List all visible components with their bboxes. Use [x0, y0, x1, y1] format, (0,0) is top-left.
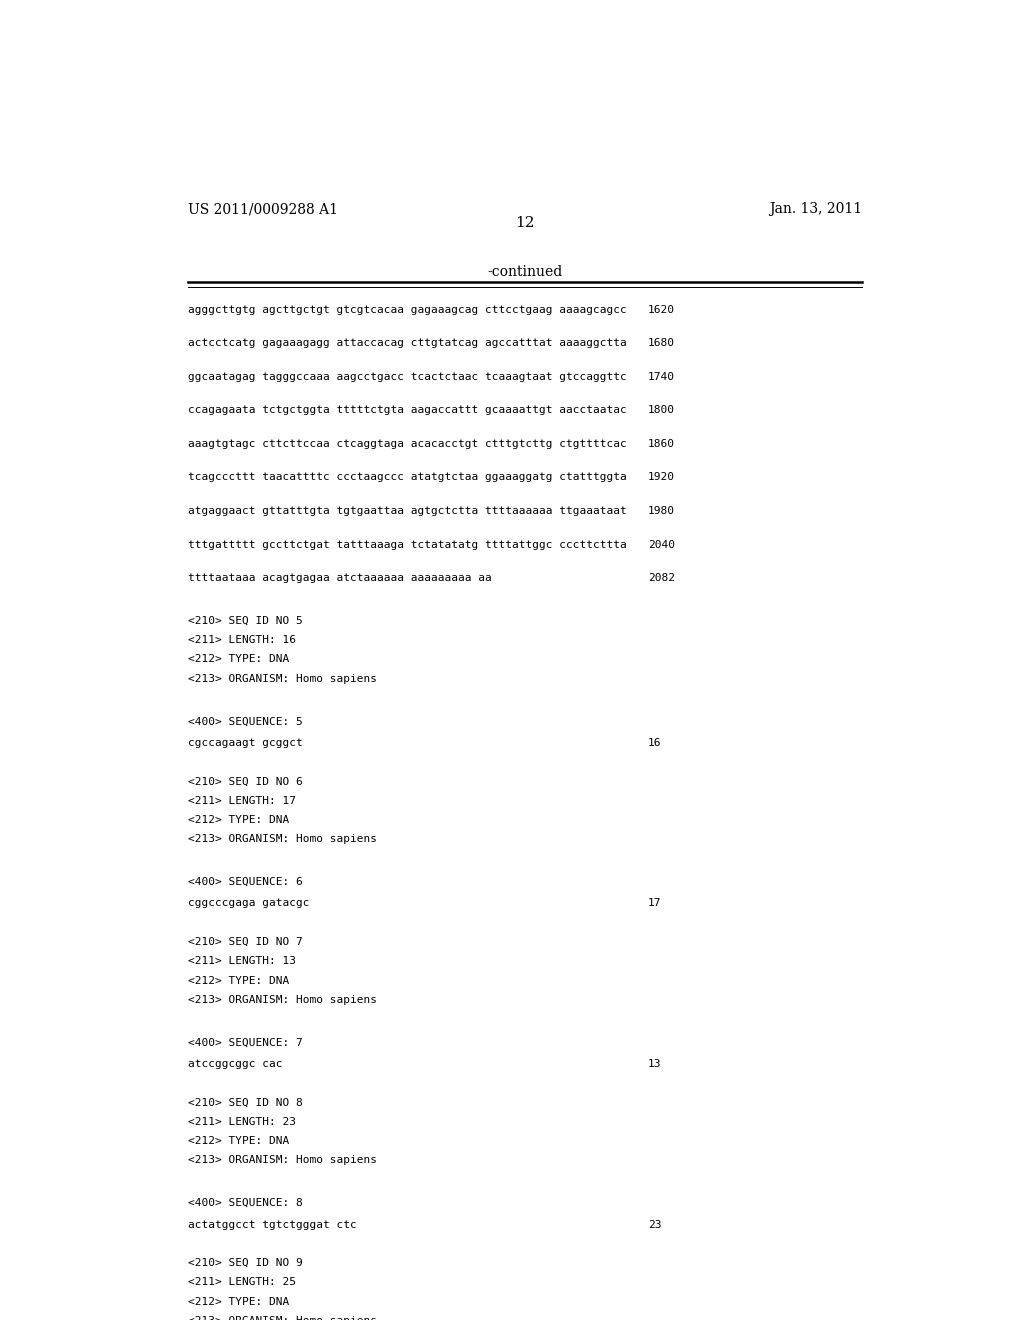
Text: <211> LENGTH: 13: <211> LENGTH: 13 [187, 956, 296, 966]
Text: actatggcct tgtctgggat ctc: actatggcct tgtctgggat ctc [187, 1220, 356, 1229]
Text: actcctcatg gagaaagagg attaccacag cttgtatcag agccatttat aaaaggctta: actcctcatg gagaaagagg attaccacag cttgtat… [187, 338, 627, 348]
Text: <211> LENGTH: 23: <211> LENGTH: 23 [187, 1117, 296, 1127]
Text: 2082: 2082 [648, 573, 675, 583]
Text: <210> SEQ ID NO 9: <210> SEQ ID NO 9 [187, 1258, 302, 1269]
Text: 1620: 1620 [648, 305, 675, 314]
Text: cggcccgaga gatacgc: cggcccgaga gatacgc [187, 899, 309, 908]
Text: <210> SEQ ID NO 7: <210> SEQ ID NO 7 [187, 937, 302, 946]
Text: tcagcccttt taacattttc ccctaagccc atatgtctaa ggaaaggatg ctatttggta: tcagcccttt taacattttc ccctaagccc atatgtc… [187, 473, 627, 483]
Text: ccagagaata tctgctggta tttttctgta aagaccattt gcaaaattgt aacctaatac: ccagagaata tctgctggta tttttctgta aagacca… [187, 405, 627, 416]
Text: 1920: 1920 [648, 473, 675, 483]
Text: ggcaatagag tagggccaaa aagcctgacc tcactctaac tcaaagtaat gtccaggttc: ggcaatagag tagggccaaa aagcctgacc tcactct… [187, 372, 627, 381]
Text: <212> TYPE: DNA: <212> TYPE: DNA [187, 1137, 289, 1146]
Text: 12: 12 [515, 216, 535, 230]
Text: <400> SEQUENCE: 5: <400> SEQUENCE: 5 [187, 717, 302, 726]
Text: 1800: 1800 [648, 405, 675, 416]
Text: 2040: 2040 [648, 540, 675, 549]
Text: <400> SEQUENCE: 6: <400> SEQUENCE: 6 [187, 876, 302, 887]
Text: 1740: 1740 [648, 372, 675, 381]
Text: <212> TYPE: DNA: <212> TYPE: DNA [187, 655, 289, 664]
Text: 1680: 1680 [648, 338, 675, 348]
Text: 16: 16 [648, 738, 662, 747]
Text: aaagtgtagc cttcttccaa ctcaggtaga acacacctgt ctttgtcttg ctgttttcac: aaagtgtagc cttcttccaa ctcaggtaga acacacc… [187, 440, 627, 449]
Text: <213> ORGANISM: Homo sapiens: <213> ORGANISM: Homo sapiens [187, 995, 377, 1005]
Text: -continued: -continued [487, 265, 562, 279]
Text: 13: 13 [648, 1059, 662, 1069]
Text: tttgattttt gccttctgat tatttaaaga tctatatatg ttttattggc cccttcttta: tttgattttt gccttctgat tatttaaaga tctatat… [187, 540, 627, 549]
Text: <212> TYPE: DNA: <212> TYPE: DNA [187, 975, 289, 986]
Text: US 2011/0009288 A1: US 2011/0009288 A1 [187, 202, 338, 216]
Text: <210> SEQ ID NO 5: <210> SEQ ID NO 5 [187, 615, 302, 626]
Text: 17: 17 [648, 899, 662, 908]
Text: <210> SEQ ID NO 8: <210> SEQ ID NO 8 [187, 1097, 302, 1107]
Text: <213> ORGANISM: Homo sapiens: <213> ORGANISM: Homo sapiens [187, 834, 377, 845]
Text: <213> ORGANISM: Homo sapiens: <213> ORGANISM: Homo sapiens [187, 673, 377, 684]
Text: <211> LENGTH: 17: <211> LENGTH: 17 [187, 796, 296, 805]
Text: Jan. 13, 2011: Jan. 13, 2011 [769, 202, 862, 216]
Text: <400> SEQUENCE: 7: <400> SEQUENCE: 7 [187, 1038, 302, 1048]
Text: ttttaataaa acagtgagaa atctaaaaaa aaaaaaaaa aa: ttttaataaa acagtgagaa atctaaaaaa aaaaaaa… [187, 573, 492, 583]
Text: cgccagaagt gcggct: cgccagaagt gcggct [187, 738, 302, 747]
Text: <212> TYPE: DNA: <212> TYPE: DNA [187, 814, 289, 825]
Text: <213> ORGANISM: Homo sapiens: <213> ORGANISM: Homo sapiens [187, 1155, 377, 1166]
Text: 1860: 1860 [648, 440, 675, 449]
Text: 1980: 1980 [648, 506, 675, 516]
Text: atccggcggc cac: atccggcggc cac [187, 1059, 282, 1069]
Text: <213> ORGANISM: Homo sapiens: <213> ORGANISM: Homo sapiens [187, 1316, 377, 1320]
Text: atgaggaact gttatttgta tgtgaattaa agtgctctta ttttaaaaaa ttgaaataat: atgaggaact gttatttgta tgtgaattaa agtgctc… [187, 506, 627, 516]
Text: <400> SEQUENCE: 8: <400> SEQUENCE: 8 [187, 1199, 302, 1208]
Text: <210> SEQ ID NO 6: <210> SEQ ID NO 6 [187, 776, 302, 787]
Text: <211> LENGTH: 16: <211> LENGTH: 16 [187, 635, 296, 645]
Text: agggcttgtg agcttgctgt gtcgtcacaa gagaaagcag cttcctgaag aaaagcagcc: agggcttgtg agcttgctgt gtcgtcacaa gagaaag… [187, 305, 627, 314]
Text: 23: 23 [648, 1220, 662, 1229]
Text: <211> LENGTH: 25: <211> LENGTH: 25 [187, 1278, 296, 1287]
Text: <212> TYPE: DNA: <212> TYPE: DNA [187, 1296, 289, 1307]
